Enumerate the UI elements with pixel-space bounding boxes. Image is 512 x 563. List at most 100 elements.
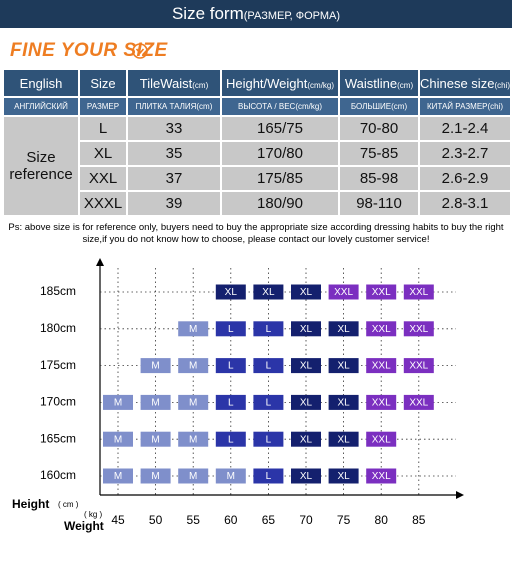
size-box xyxy=(403,358,434,374)
size-box xyxy=(328,431,359,447)
cell: 85-98 xyxy=(340,167,418,190)
size-label: XXL xyxy=(409,287,428,298)
cell: L xyxy=(80,117,126,140)
size-box xyxy=(253,358,284,374)
cell: XXXL xyxy=(80,192,126,215)
cell: 165/75 xyxy=(222,117,338,140)
header-cell: ПЛИТКА ТАЛИЯ(cm) xyxy=(128,98,220,115)
size-box xyxy=(366,468,397,484)
size-label: M xyxy=(189,434,197,445)
size-box xyxy=(215,394,246,410)
size-box xyxy=(253,468,284,484)
header-unit: (cm) xyxy=(192,80,209,90)
size-label: XL xyxy=(262,287,275,298)
size-label: XL xyxy=(300,434,313,445)
size-box xyxy=(403,394,434,410)
data-row: XL 35 170/80 75-85 2.3-2.7 xyxy=(4,142,510,165)
size-label: XXL xyxy=(372,471,391,482)
size-label: L xyxy=(228,361,234,372)
size-box xyxy=(291,321,321,337)
header-text: ВЫСОТА / ВЕС xyxy=(238,102,296,111)
size-label: M xyxy=(189,361,197,372)
header-text: АНГЛИЙСКИЙ xyxy=(14,102,68,111)
cell: 70-80 xyxy=(340,117,418,140)
note: Ps: above size is for reference only, bu… xyxy=(8,222,504,245)
weight-label: 70 xyxy=(299,513,313,527)
header-text: КИТАЙ РАЗМЕР xyxy=(426,102,488,111)
size-box xyxy=(140,431,171,447)
size-label: XL xyxy=(225,287,238,298)
cell: 2.1-2.4 xyxy=(420,117,510,140)
size-label: L xyxy=(266,434,272,445)
size-label: XXL xyxy=(372,324,391,335)
size-label: M xyxy=(189,324,197,335)
size-label: XL xyxy=(337,434,350,445)
size-label: M xyxy=(189,471,197,482)
size-label: XL xyxy=(300,471,313,482)
cell: 2.8-3.1 xyxy=(420,192,510,215)
size-label: M xyxy=(114,398,122,409)
size-box xyxy=(366,431,397,447)
weight-axis-label: Weight xyxy=(64,519,104,533)
weight-label: 60 xyxy=(224,513,238,527)
header-cell: Waistline(cm) xyxy=(340,70,418,96)
height-label: 165cm xyxy=(40,431,76,445)
size-label: XL xyxy=(300,398,313,409)
size-box xyxy=(215,468,246,484)
size-label: XL xyxy=(300,287,313,298)
weight-label: 85 xyxy=(412,513,426,527)
size-label: XXL xyxy=(372,398,391,409)
banner: FINE YOUR SIZE xyxy=(10,40,168,61)
size-box xyxy=(178,394,209,410)
data-row: Size reference L 33 165/75 70-80 2.1-2.4 xyxy=(4,117,510,215)
size-box xyxy=(366,394,397,410)
size-box xyxy=(328,358,359,374)
size-box xyxy=(253,284,284,300)
size-box xyxy=(291,468,321,484)
size-box xyxy=(403,284,434,300)
size-box xyxy=(253,431,284,447)
weight-label: 50 xyxy=(149,513,163,527)
size-box xyxy=(103,394,133,410)
header-text: Chinese size xyxy=(420,75,495,91)
cell: 2.3-2.7 xyxy=(420,142,510,165)
cell: 180/90 xyxy=(222,192,338,215)
cell: 170/80 xyxy=(222,142,338,165)
data-row: XXL 37 175/85 85-98 2.6-2.9 xyxy=(4,167,510,190)
header-cell: РАЗМЕР xyxy=(80,98,126,115)
height-label: 180cm xyxy=(40,321,76,335)
height-axis-unit: ( cm ) xyxy=(58,500,79,509)
size-label: M xyxy=(151,361,159,372)
header-cell: КИТАЙ РАЗМЕР(chi) xyxy=(420,98,510,115)
height-label: 160cm xyxy=(40,468,76,482)
size-box xyxy=(178,431,209,447)
size-label: M xyxy=(151,398,159,409)
size-label: XL xyxy=(337,471,350,482)
size-label: XL xyxy=(337,398,350,409)
header-cell: TileWaist(cm) xyxy=(128,70,220,96)
header-text: Size xyxy=(90,75,116,91)
size-box xyxy=(253,321,284,337)
size-box xyxy=(366,321,397,337)
cell: 39 xyxy=(128,192,220,215)
cell: 35 xyxy=(128,142,220,165)
size-box xyxy=(215,321,246,337)
size-label: XXL xyxy=(334,287,353,298)
size-label: XXL xyxy=(409,324,428,335)
header-cell: Chinese size(chi) xyxy=(420,70,510,96)
x-axis-arrow xyxy=(456,491,464,499)
size-label: L xyxy=(228,434,234,445)
cell: 37 xyxy=(128,167,220,190)
size-label: XXL xyxy=(372,361,391,372)
header-unit: (cm) xyxy=(391,102,408,111)
size-box xyxy=(366,284,397,300)
size-label: XXL xyxy=(409,398,428,409)
size-box xyxy=(215,431,246,447)
size-box xyxy=(291,358,321,374)
header-text: БОЛЬШИЕ xyxy=(350,102,392,111)
size-box xyxy=(403,321,434,337)
header-text: TileWaist xyxy=(139,75,193,91)
header-text: РАЗМЕР xyxy=(86,102,120,111)
size-label: L xyxy=(228,324,234,335)
size-label: L xyxy=(266,361,272,372)
